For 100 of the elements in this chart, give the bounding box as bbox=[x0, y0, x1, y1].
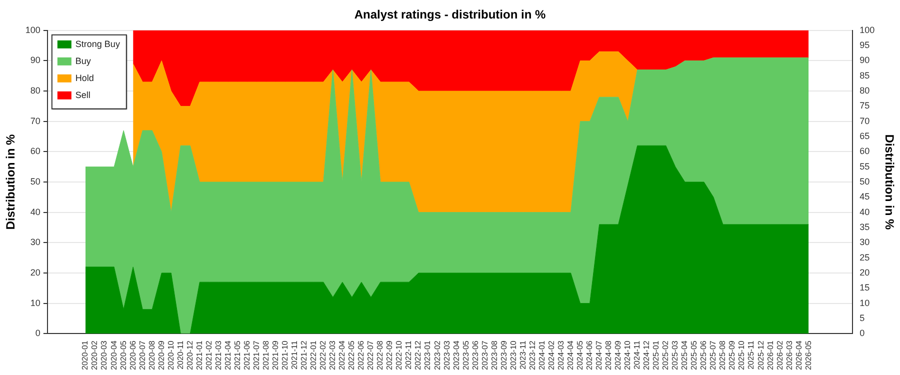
x-tick-label: 2022-08 bbox=[376, 340, 385, 370]
x-tick-label: 2022-04 bbox=[338, 340, 347, 370]
y-tick-label: 90 bbox=[30, 55, 40, 66]
x-tick-label: 2024-01 bbox=[537, 340, 546, 370]
x-tick-label: 2020-08 bbox=[147, 340, 156, 370]
y2-tick-label: 55 bbox=[860, 161, 870, 172]
x-tick-label: 2024-08 bbox=[604, 340, 614, 370]
x-tick-label: 2023-07 bbox=[480, 340, 490, 370]
x-tick-label: 2021-09 bbox=[271, 340, 280, 370]
x-tick-label: 2025-10 bbox=[737, 340, 746, 370]
x-tick-label: 2022-06 bbox=[356, 340, 366, 370]
x-tick-label: 2023-01 bbox=[423, 340, 432, 370]
x-tick-label: 2020-01 bbox=[80, 340, 90, 370]
x-tick-label: 2022-10 bbox=[394, 340, 404, 370]
y-axis-title: Distribution in % bbox=[4, 134, 18, 230]
x-tick-label: 2023-06 bbox=[470, 340, 480, 370]
x-tick-label: 2021-01 bbox=[194, 340, 204, 370]
legend-label: Hold bbox=[75, 72, 94, 83]
y2-tick-label: 75 bbox=[860, 100, 870, 111]
x-tick-label: 2022-07 bbox=[366, 340, 376, 370]
x-tick-label: 2025-01 bbox=[652, 340, 661, 370]
x-tick-label: 2021-04 bbox=[223, 340, 232, 370]
x-tick-label: 2025-11 bbox=[746, 340, 756, 370]
x-tick-label: 2025-02 bbox=[661, 340, 670, 370]
y2-tick-label: 0 bbox=[860, 328, 865, 338]
y2-tick-label: 100 bbox=[860, 24, 875, 35]
y2-axis-title: Distribution in % bbox=[882, 134, 896, 230]
x-tick-label: 2026-05 bbox=[804, 340, 813, 370]
x-tick-label: 2020-04 bbox=[109, 340, 118, 370]
x-tick-label: 2024-05 bbox=[575, 340, 584, 370]
legend-label: Buy bbox=[75, 56, 92, 66]
x-tick-label: 2020-03 bbox=[100, 340, 109, 370]
x-tick-label: 2021-08 bbox=[261, 340, 270, 370]
y2-tick-label: 60 bbox=[860, 146, 870, 156]
x-tick-label: 2021-05 bbox=[232, 340, 242, 370]
y2-tick-label: 35 bbox=[860, 222, 870, 232]
x-tick-label: 2021-07 bbox=[252, 340, 261, 370]
x-tick-label: 2024-04 bbox=[566, 340, 575, 370]
y2-tick-label: 50 bbox=[860, 176, 870, 187]
x-tick-label: 2023-09 bbox=[499, 340, 508, 370]
x-tick-label: 2023-02 bbox=[432, 340, 442, 370]
x-tick-label: 2020-05 bbox=[118, 340, 128, 370]
x-tick-label: 2026-02 bbox=[775, 340, 784, 370]
y2-tick-label: 80 bbox=[860, 86, 870, 96]
x-tick-label: 2025-07 bbox=[708, 340, 718, 370]
x-tick-label: 2022-01 bbox=[309, 340, 318, 370]
y-tick-label: 0 bbox=[35, 328, 40, 338]
x-tick-label: 2021-10 bbox=[280, 340, 290, 370]
x-tick-label: 2024-11 bbox=[632, 340, 642, 370]
y2-tick-label: 25 bbox=[860, 252, 870, 262]
x-tick-label: 2026-01 bbox=[766, 340, 775, 370]
x-tick-label: 2025-03 bbox=[670, 340, 680, 370]
y2-tick-label: 45 bbox=[860, 192, 870, 202]
x-tick-label: 2021-03 bbox=[214, 340, 223, 370]
x-tick-label: 2023-12 bbox=[528, 340, 537, 370]
x-tick-label: 2021-11 bbox=[290, 340, 300, 370]
y2-tick-label: 70 bbox=[860, 116, 870, 126]
y-tick-label: 20 bbox=[30, 267, 40, 278]
y2-tick-label: 10 bbox=[860, 298, 870, 308]
x-tick-label: 2023-03 bbox=[442, 340, 452, 370]
y2-tick-label: 95 bbox=[860, 40, 870, 50]
x-tick-label: 2025-12 bbox=[756, 340, 766, 370]
x-tick-label: 2021-02 bbox=[204, 340, 214, 370]
y2-tick-label: 85 bbox=[860, 70, 870, 80]
x-tick-label: 2026-04 bbox=[794, 340, 804, 370]
x-tick-label: 2020-11 bbox=[176, 340, 185, 370]
x-tick-label: 2020-02 bbox=[90, 340, 100, 370]
legend-label: Strong Buy bbox=[75, 38, 120, 49]
x-tick-label: 2024-06 bbox=[584, 340, 594, 370]
x-tick-label: 2022-12 bbox=[414, 340, 423, 370]
x-tick-label: 2022-02 bbox=[318, 340, 328, 370]
x-tick-label: 2026-03 bbox=[784, 340, 794, 370]
y-tick-label: 100 bbox=[25, 24, 40, 35]
x-tick-label: 2023-04 bbox=[452, 340, 461, 370]
y2-tick-label: 15 bbox=[860, 282, 870, 293]
x-tick-label: 2023-10 bbox=[508, 340, 518, 370]
x-tick-label: 2020-10 bbox=[166, 340, 176, 370]
y-tick-label: 80 bbox=[30, 86, 40, 96]
x-tick-label: 2022-09 bbox=[385, 340, 394, 370]
x-tick-label: 2022-11 bbox=[404, 340, 414, 370]
x-tick-label: 2024-12 bbox=[642, 340, 652, 370]
x-tick-label: 2025-09 bbox=[728, 340, 737, 370]
x-tick-label: 2024-03 bbox=[556, 340, 566, 370]
y-tick-label: 40 bbox=[30, 206, 40, 217]
y-tick-label: 50 bbox=[30, 176, 40, 187]
x-tick-label: 2022-05 bbox=[347, 340, 356, 370]
y-tick-label: 30 bbox=[30, 237, 40, 248]
y2-tick-label: 20 bbox=[860, 267, 870, 278]
x-tick-label: 2023-11 bbox=[518, 340, 528, 370]
x-tick-label: 2020-09 bbox=[156, 340, 166, 370]
x-tick-label: 2020-06 bbox=[128, 340, 138, 370]
x-tick-label: 2025-05 bbox=[690, 340, 699, 370]
y2-tick-label: 65 bbox=[860, 131, 870, 142]
x-tick-label: 2025-04 bbox=[680, 340, 690, 370]
y-tick-label: 60 bbox=[30, 146, 40, 156]
x-tick-label: 2024-09 bbox=[614, 340, 623, 370]
y-tick-label: 70 bbox=[30, 116, 40, 126]
chart-title: Analyst ratings - distribution in % bbox=[354, 8, 546, 22]
x-tick-label: 2023-08 bbox=[490, 340, 499, 370]
y-tick-label: 10 bbox=[30, 298, 40, 308]
